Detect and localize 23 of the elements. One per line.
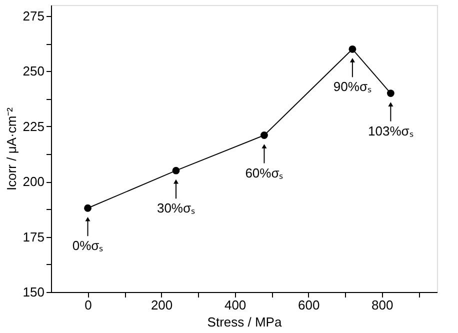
point (172, 166, 180, 174)
point (84, 204, 92, 212)
y-tick-label: 275 (22, 8, 44, 24)
point (386, 90, 394, 98)
point (260, 132, 268, 139)
y-axis-title: Icorr / μA·cm⁻² (4, 106, 19, 190)
x-tick-label: 0 (84, 298, 92, 312)
y-tick-label: 250 (22, 64, 44, 79)
point (348, 45, 356, 53)
x-axis-title: Stress / MPa (207, 314, 282, 330)
x-tick-label: 400 (224, 298, 246, 312)
annotation: 103%σₛ (368, 123, 414, 138)
x-tick-label: 200 (150, 298, 173, 312)
x-tick-label: 800 (372, 298, 394, 312)
y-tick-label: 150 (22, 284, 44, 300)
annotation: 0%σₛ (72, 238, 104, 254)
annotation: 30%σₛ (156, 200, 196, 216)
y-tick-label: 225 (22, 118, 44, 134)
annotation: 90%σₛ (333, 79, 372, 94)
y-tick-label: 200 (22, 174, 44, 190)
annotation: 60%σₛ (245, 165, 284, 180)
y-tick-label: 175 (22, 229, 44, 244)
x-tick-label: 600 (298, 298, 320, 312)
